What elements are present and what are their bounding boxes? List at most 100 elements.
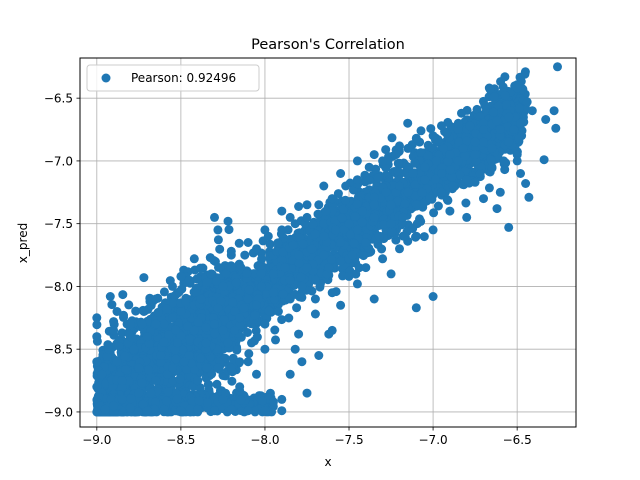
data-point — [164, 330, 174, 340]
y-axis-ticks: −9.0−8.5−8.0−7.5−7.0−6.5 — [44, 92, 80, 419]
data-point — [500, 90, 510, 100]
data-point — [369, 150, 379, 160]
data-point — [419, 232, 429, 242]
data-point — [351, 269, 361, 279]
data-point — [196, 353, 205, 363]
data-point — [333, 189, 343, 199]
data-point — [168, 313, 177, 323]
data-point — [221, 269, 231, 279]
data-point — [223, 338, 233, 348]
data-point — [514, 103, 524, 113]
x-tick-label: −8.0 — [250, 433, 279, 447]
data-point — [243, 357, 253, 367]
data-point — [162, 304, 172, 314]
data-point — [252, 244, 261, 254]
data-point — [262, 288, 272, 298]
data-point — [369, 212, 379, 222]
data-point — [218, 325, 228, 335]
data-point — [109, 401, 119, 411]
data-point — [539, 155, 549, 165]
data-point — [125, 403, 135, 413]
data-point — [420, 175, 430, 185]
data-point — [240, 250, 250, 260]
data-point — [381, 163, 391, 173]
data-point — [190, 265, 200, 275]
data-point — [457, 108, 466, 118]
data-point — [107, 300, 117, 310]
data-point — [285, 212, 295, 222]
legend-marker — [101, 73, 111, 83]
data-point — [308, 219, 318, 229]
data-point — [453, 118, 463, 128]
data-point — [264, 306, 274, 316]
data-point — [235, 382, 245, 392]
data-point — [273, 307, 283, 316]
data-point — [393, 158, 403, 168]
data-point — [344, 219, 354, 229]
data-point — [386, 200, 396, 210]
data-point — [229, 325, 239, 335]
data-point — [359, 251, 368, 261]
x-tick-label: −8.5 — [166, 433, 195, 447]
data-point — [411, 303, 421, 313]
data-point — [327, 194, 337, 204]
data-point — [403, 118, 413, 128]
data-point — [159, 287, 169, 297]
data-point — [310, 309, 320, 319]
data-point — [159, 319, 169, 329]
data-point — [410, 158, 420, 168]
data-point — [395, 181, 404, 191]
data-point — [395, 244, 404, 254]
data-point — [187, 396, 197, 406]
data-point — [455, 170, 465, 180]
data-point — [327, 288, 337, 298]
data-point — [124, 329, 134, 339]
data-point — [202, 398, 212, 408]
data-point — [230, 307, 240, 316]
data-point — [319, 231, 329, 241]
data-point — [516, 118, 525, 128]
data-point — [104, 344, 114, 354]
data-point — [159, 404, 169, 414]
data-point — [139, 307, 149, 316]
data-point — [527, 106, 537, 116]
data-point — [226, 246, 236, 256]
data-point — [184, 275, 194, 285]
y-tick-label: −6.5 — [44, 92, 73, 106]
data-point — [268, 288, 278, 298]
data-point — [327, 255, 336, 264]
data-point — [171, 325, 181, 335]
data-point — [260, 406, 270, 416]
data-point — [504, 222, 514, 232]
data-point — [448, 181, 458, 191]
data-point — [178, 345, 188, 355]
data-point — [193, 317, 203, 327]
data-point — [277, 406, 287, 416]
data-point — [294, 202, 304, 211]
data-point — [257, 254, 267, 264]
data-point — [485, 84, 495, 94]
data-point — [470, 150, 480, 160]
data-point — [236, 395, 246, 405]
data-point — [411, 200, 421, 210]
data-point — [242, 269, 252, 278]
data-point — [495, 187, 505, 197]
data-point — [364, 175, 374, 185]
data-point — [361, 238, 371, 247]
data-point — [410, 191, 420, 201]
data-point — [209, 256, 219, 265]
data-point — [411, 231, 421, 241]
data-point — [114, 341, 124, 351]
data-point — [119, 310, 128, 320]
data-point — [395, 141, 404, 151]
data-point — [285, 369, 295, 379]
data-point — [349, 239, 359, 248]
data-point — [214, 262, 223, 272]
data-point — [176, 331, 186, 341]
data-point — [391, 150, 401, 160]
data-point — [504, 112, 514, 122]
data-point — [400, 199, 410, 209]
data-point — [331, 225, 341, 235]
data-point — [475, 169, 485, 178]
